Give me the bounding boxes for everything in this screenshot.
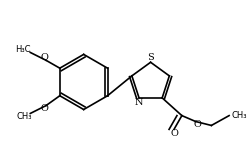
Text: H₃C: H₃C	[15, 45, 30, 54]
Text: O: O	[40, 104, 48, 113]
Text: O: O	[170, 129, 178, 138]
Text: CH₃: CH₃	[17, 112, 32, 121]
Text: O: O	[194, 120, 202, 129]
Text: O: O	[40, 53, 48, 62]
Text: CH₃: CH₃	[231, 111, 247, 120]
Text: S: S	[147, 53, 154, 62]
Text: N: N	[135, 98, 143, 107]
